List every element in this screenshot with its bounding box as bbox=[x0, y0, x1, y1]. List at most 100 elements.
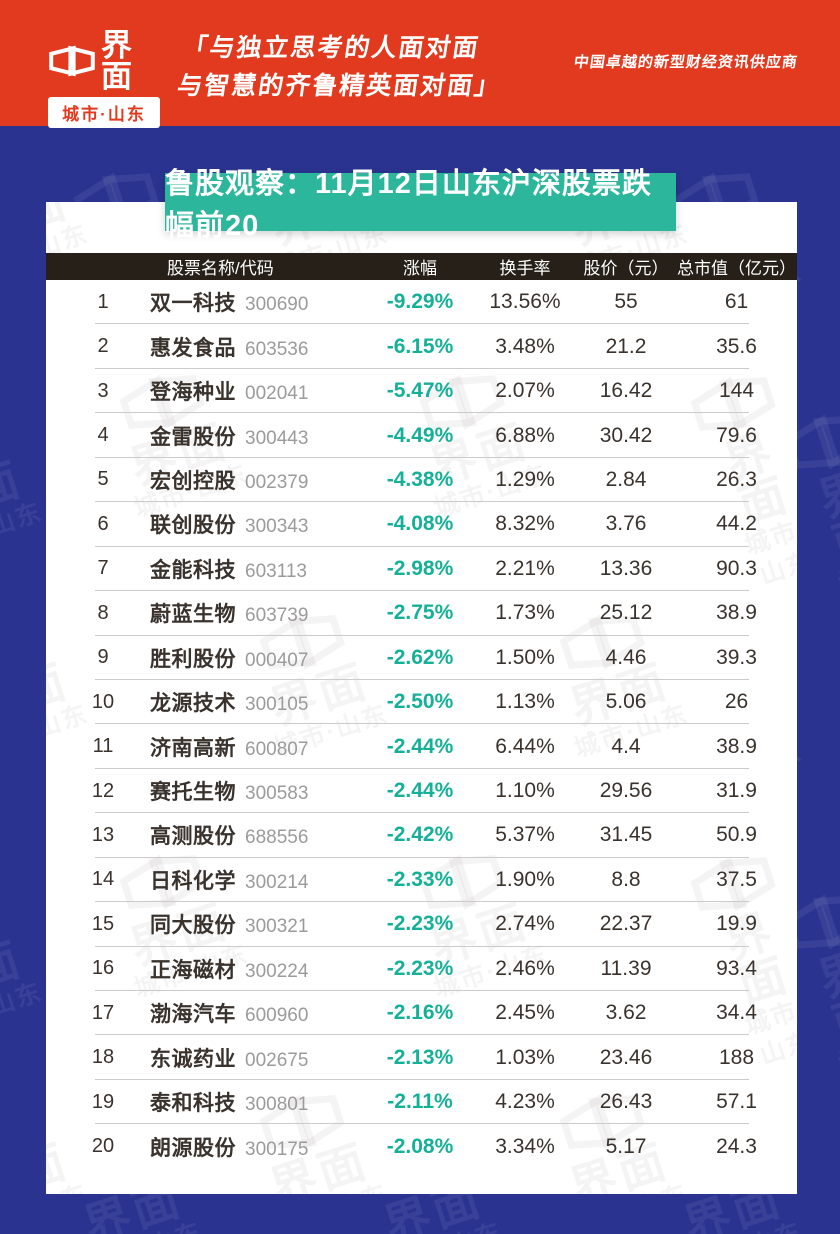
stock-name: 泰和科技 bbox=[150, 1092, 236, 1116]
table-row: 5 宏创控股 002379 -4.38% 1.29% 2.84 26.3 bbox=[46, 458, 797, 503]
stock-name: 双一科技 bbox=[150, 292, 236, 316]
market-cap-cell: 35.6 bbox=[716, 334, 757, 358]
page-title: 鲁股观察：11月12日山东沪深股票跌幅前20 bbox=[165, 168, 676, 242]
price-cell: 5.06 bbox=[605, 690, 647, 714]
change-cell: -2.16% bbox=[386, 1001, 454, 1025]
stock-name-cell: 登海种业 002041 bbox=[150, 376, 366, 406]
stock-name-cell: 渤海汽车 600960 bbox=[150, 998, 366, 1028]
stock-code: 603536 bbox=[245, 338, 309, 360]
rank-cell: 8 bbox=[97, 601, 109, 624]
change-cell: -2.44% bbox=[386, 734, 454, 758]
change-cell: -4.38% bbox=[386, 467, 454, 491]
stock-code: 300224 bbox=[245, 960, 309, 982]
table-row: 10 龙源技术 300105 -2.50% 1.13% 5.06 26 bbox=[46, 680, 797, 725]
table-row: 7 金能科技 603113 -2.98% 2.21% 13.36 90.3 bbox=[46, 547, 797, 592]
rank-cell: 20 bbox=[91, 1135, 115, 1158]
market-cap-cell: 31.9 bbox=[716, 779, 757, 803]
market-cap-cell: 39.3 bbox=[716, 645, 757, 669]
header-tagline: 中国卓越的新型财经资讯供应商 bbox=[572, 54, 800, 71]
price-cell: 13.36 bbox=[599, 556, 653, 580]
price-cell: 29.56 bbox=[599, 779, 653, 803]
stock-name-cell: 泰和科技 300801 bbox=[150, 1087, 366, 1117]
stock-name-cell: 正海磁材 300224 bbox=[150, 954, 366, 984]
change-cell: -6.15% bbox=[386, 334, 454, 358]
rank-cell: 11 bbox=[92, 735, 114, 758]
market-cap-cell: 188 bbox=[718, 1045, 755, 1069]
stock-name: 龙源技术 bbox=[150, 692, 236, 716]
rank-cell: 15 bbox=[91, 912, 115, 935]
change-cell: -2.13% bbox=[386, 1045, 454, 1069]
stock-name: 宏创控股 bbox=[150, 469, 236, 493]
table-row: 3 登海种业 002041 -5.47% 2.07% 16.42 144 bbox=[46, 369, 797, 414]
turnover-cell: 1.13% bbox=[495, 690, 555, 714]
column-header: 股价（元） bbox=[583, 259, 669, 278]
stock-code: 300321 bbox=[245, 916, 309, 938]
table-row: 2 惠发食品 603536 -6.15% 3.48% 21.2 35.6 bbox=[46, 324, 797, 370]
change-cell: -9.29% bbox=[386, 290, 454, 314]
stock-name: 胜利股份 bbox=[150, 647, 236, 671]
price-cell: 2.84 bbox=[605, 467, 647, 491]
stock-code: 600807 bbox=[245, 738, 309, 760]
table-row: 8 蔚蓝生物 603739 -2.75% 1.73% 25.12 38.9 bbox=[46, 591, 797, 636]
turnover-cell: 1.50% bbox=[495, 645, 555, 669]
rank-cell: 19 bbox=[91, 1090, 115, 1113]
stock-name-cell: 金雷股份 300443 bbox=[150, 421, 366, 451]
stock-name-cell: 高测股份 688556 bbox=[150, 820, 366, 850]
turnover-cell: 1.29% bbox=[495, 467, 555, 491]
stock-code: 603739 bbox=[245, 605, 309, 627]
table-row: 18 东诚药业 002675 -2.13% 1.03% 23.46 188 bbox=[46, 1035, 797, 1081]
stock-code: 300801 bbox=[245, 1094, 309, 1116]
stock-name-cell: 东诚药业 002675 bbox=[150, 1043, 366, 1073]
stock-name-cell: 赛托生物 300583 bbox=[150, 776, 366, 806]
stock-code: 300175 bbox=[245, 1138, 309, 1160]
stock-name: 金雷股份 bbox=[150, 425, 236, 449]
turnover-cell: 1.73% bbox=[495, 601, 555, 625]
price-cell: 3.76 bbox=[605, 512, 647, 536]
table-row: 1 双一科技 300690 -9.29% 13.56% 55 61 bbox=[46, 280, 797, 325]
turnover-cell: 6.44% bbox=[495, 734, 555, 758]
turnover-cell: 2.45% bbox=[495, 1001, 555, 1025]
turnover-cell: 5.37% bbox=[495, 823, 555, 847]
change-cell: -2.62% bbox=[386, 645, 454, 669]
turnover-cell: 2.21% bbox=[495, 556, 555, 580]
table-row: 19 泰和科技 300801 -2.11% 4.23% 26.43 57.1 bbox=[46, 1080, 797, 1125]
table-card: 界面城市·山东界面城市·山东界面城市·山东界面城市·山东界面城市·山东界面城市·… bbox=[46, 202, 797, 1194]
table-row: 12 赛托生物 300583 -2.44% 1.10% 29.56 31.9 bbox=[46, 769, 797, 814]
change-cell: -2.75% bbox=[386, 601, 454, 625]
header-banner: 界面 城市·山东 「与独立思考的人面对面 与智慧的齐鲁精英面对面」 中国卓越的新… bbox=[0, 0, 840, 128]
stock-name: 金能科技 bbox=[150, 558, 236, 582]
change-cell: -2.11% bbox=[387, 1090, 453, 1114]
stock-name-cell: 日科化学 300214 bbox=[150, 865, 366, 895]
rank-cell: 3 bbox=[97, 379, 109, 402]
rank-cell: 18 bbox=[91, 1046, 115, 1069]
stock-code: 600960 bbox=[245, 1005, 309, 1027]
market-cap-cell: 90.3 bbox=[716, 556, 757, 580]
market-cap-cell: 50.9 bbox=[716, 823, 757, 847]
quote-line-1: 「与独立思考的人面对面 bbox=[180, 34, 482, 62]
price-cell: 3.62 bbox=[605, 1001, 647, 1025]
rank-cell: 14 bbox=[91, 868, 115, 891]
stock-code: 300343 bbox=[245, 516, 309, 538]
market-cap-cell: 34.4 bbox=[716, 1001, 757, 1025]
change-cell: -5.47% bbox=[386, 379, 454, 403]
rank-cell: 16 bbox=[91, 957, 115, 980]
stock-name: 赛托生物 bbox=[150, 781, 236, 805]
change-cell: -2.50% bbox=[386, 690, 454, 714]
change-cell: -2.98% bbox=[386, 556, 454, 580]
table-row: 6 联创股份 300343 -4.08% 8.32% 3.76 44.2 bbox=[46, 502, 797, 548]
table-row: 16 正海磁材 300224 -2.23% 2.46% 11.39 93.4 bbox=[46, 947, 797, 992]
stock-name-cell: 惠发食品 603536 bbox=[150, 332, 366, 362]
change-cell: -2.33% bbox=[386, 867, 454, 891]
stock-name-cell: 宏创控股 002379 bbox=[150, 465, 366, 495]
stock-code: 002041 bbox=[245, 383, 309, 405]
stock-code: 002379 bbox=[245, 471, 309, 493]
turnover-cell: 1.90% bbox=[495, 867, 555, 891]
turnover-cell: 4.23% bbox=[495, 1090, 555, 1114]
rank-cell: 1 bbox=[97, 290, 109, 313]
price-cell: 5.17 bbox=[605, 1134, 647, 1158]
table-row: 17 渤海汽车 600960 -2.16% 2.45% 3.62 34.4 bbox=[46, 991, 797, 1036]
column-header: 涨幅 bbox=[403, 259, 437, 278]
table-row: 9 胜利股份 000407 -2.62% 1.50% 4.46 39.3 bbox=[46, 636, 797, 681]
market-cap-cell: 44.2 bbox=[716, 512, 757, 536]
